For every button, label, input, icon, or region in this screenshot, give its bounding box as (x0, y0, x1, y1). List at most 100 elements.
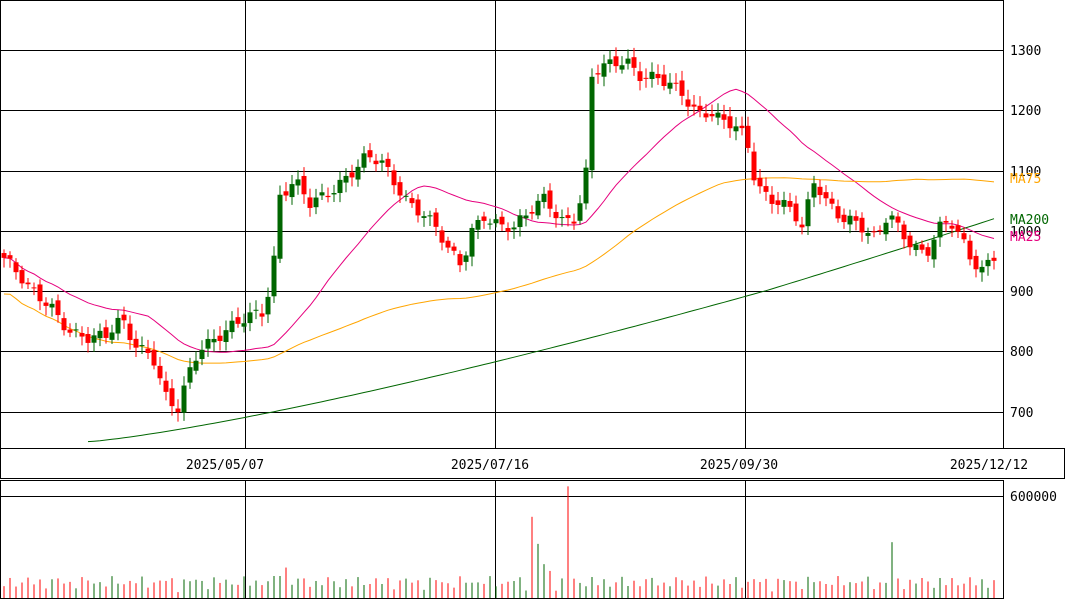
volume-bar (375, 578, 377, 598)
volume-bar (567, 486, 569, 598)
candle-body (349, 172, 355, 178)
volume-bar (705, 576, 707, 598)
candle-body (475, 220, 481, 230)
volume-bar (795, 581, 797, 598)
volume-bar (651, 577, 653, 598)
volume-panel-frame (0, 480, 1004, 599)
volume-bar (411, 582, 413, 598)
candle-body (157, 365, 163, 379)
candle-body (919, 244, 925, 250)
volume-bar (759, 582, 761, 598)
candle-body (205, 338, 211, 349)
volume-bar (873, 589, 875, 598)
volume-bar (33, 584, 35, 598)
volume-bar (711, 583, 713, 598)
volume-bar (261, 585, 263, 598)
volume-bar (345, 579, 347, 598)
legend-ma25: MA25 (1010, 230, 1041, 245)
volume-bar (63, 583, 65, 598)
volume-bar (69, 581, 71, 598)
candle-body (427, 215, 433, 217)
volume-bar (393, 589, 395, 598)
candle-body (373, 160, 379, 165)
volume-bar (825, 583, 827, 598)
candle-body (151, 350, 157, 366)
candle-body (19, 270, 25, 284)
candle-body (421, 216, 427, 218)
candle-body (715, 112, 721, 118)
volume-bar (243, 576, 245, 598)
volume-bar (405, 578, 407, 598)
candle-body (775, 200, 781, 205)
volume-bar (513, 581, 515, 598)
x-tick-label: 2025/07/16 (451, 458, 529, 473)
candle-body (751, 151, 757, 181)
volume-bar (231, 584, 233, 598)
candle-body (127, 323, 133, 341)
volume-bar (981, 579, 983, 598)
volume-bar (495, 586, 497, 598)
volume-bar (339, 587, 341, 598)
volume-bar (249, 585, 251, 598)
candle-body (889, 215, 895, 220)
volume-bar (657, 585, 659, 598)
volume-bar (801, 589, 803, 598)
candle-body (211, 338, 217, 343)
candle-body (835, 206, 841, 219)
candle-body (139, 345, 145, 347)
volume-bar (267, 581, 269, 598)
x-tick-label: 2025/05/07 (186, 458, 264, 473)
candle-body (931, 239, 937, 260)
volume-bar (837, 576, 839, 598)
volume-bar (135, 583, 137, 598)
volume-bar (747, 581, 749, 598)
volume-bar (309, 586, 311, 598)
volume-bar (681, 580, 683, 598)
candle-body (25, 282, 31, 285)
volume-bar (945, 585, 947, 598)
candle-body (607, 59, 613, 64)
candle-body (49, 303, 55, 308)
y-tick-label: 1200 (1010, 104, 1041, 119)
volume-bar (771, 591, 773, 598)
candle-body (565, 215, 571, 219)
volume-bar (561, 578, 563, 598)
volume-bar (297, 578, 299, 598)
candle-body (745, 125, 751, 148)
volume-bar (879, 582, 881, 598)
candle-body (319, 192, 325, 196)
volume-bar (585, 586, 587, 598)
candle-body (937, 221, 943, 238)
candle-body (541, 193, 547, 203)
candle-body (841, 214, 847, 223)
candle-body (385, 158, 391, 167)
candle-body (169, 388, 175, 407)
candle-body (265, 296, 271, 315)
candle-body (721, 114, 727, 120)
candle-body (949, 225, 955, 229)
volume-bar (579, 582, 581, 598)
candle-body (859, 217, 865, 233)
x-tick-label: 2025/12/12 (950, 458, 1028, 473)
candle-body (379, 160, 385, 163)
volume-bar (777, 578, 779, 598)
candle-body (793, 203, 799, 222)
candle-body (571, 221, 577, 224)
volume-bar (603, 579, 605, 598)
candle-body (271, 255, 277, 297)
ma25-line (3, 88, 995, 353)
volume-bar (957, 585, 959, 598)
candle-body (85, 333, 91, 343)
candle-body (583, 167, 589, 204)
y-tick-label: 1100 (1010, 165, 1041, 180)
y-tick-label: 700 (1010, 406, 1033, 421)
volume-bar (333, 581, 335, 598)
volume-bar (21, 582, 23, 598)
candle-body (145, 348, 151, 353)
volume-bar (285, 567, 287, 598)
ma75-line (3, 177, 995, 364)
candle-body (217, 335, 223, 342)
volume-bar (549, 570, 551, 598)
candle-body (697, 105, 703, 111)
